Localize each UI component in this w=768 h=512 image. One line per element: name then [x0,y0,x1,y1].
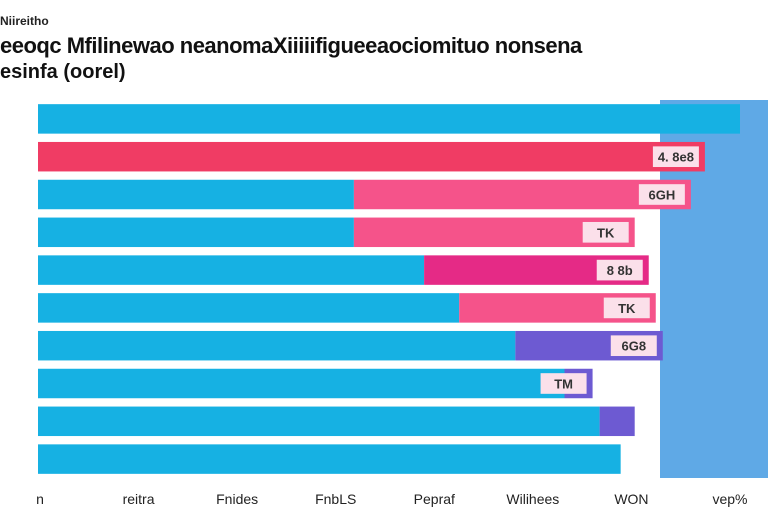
data-label: 6G8 [621,339,646,354]
data-label-bg [638,184,685,205]
bar-row6-series1 [38,293,460,323]
bar-row5-series1 [38,255,425,285]
data-label: TK [597,225,615,240]
bar-row2-series2 [38,141,705,172]
bar-row8-series1 [38,368,565,399]
data-label-bg [582,221,629,243]
bar-row1-series1 [38,104,740,134]
x-ticks-group: n reitra Fnides FnbLS Pepraf Wilihees WON vep% [36,491,747,507]
bars-group [38,104,740,474]
chart-kicker: Niireitho [0,14,49,28]
bar-row7-series1 [38,330,516,361]
data-label-bg [540,373,587,394]
data-label: TM [554,377,573,392]
data-label-bg [603,297,650,319]
x-tick-label: WON [614,491,648,507]
x-tick-label: n [36,491,44,507]
chart-title: eeoqc Mfilinewao neanomaXiiiiifigueeaoci… [0,33,582,58]
data-label-bg [610,335,657,357]
data-label: 4. 8e8 [658,150,694,165]
data-labels-group: 4. 8e8 6GH TK 8 8b TK 6G8 TM [540,146,699,394]
bar-row9-series6 [599,406,635,437]
data-label: TK [618,301,636,316]
x-tick-label: Wilihees [506,491,559,507]
x-tick-label: reitra [123,491,155,507]
bar-row10-series1 [38,444,621,474]
x-tick-label: vep% [712,491,747,507]
bar-row4-series1 [38,217,354,248]
bar-row9-series1 [38,406,600,437]
bar-row3-series1 [38,179,354,210]
x-tick-label: FnbLS [315,491,356,507]
data-label: 6GH [648,188,675,203]
x-tick-label: Fnides [216,491,258,507]
data-label-bg [596,259,643,281]
data-label-bg [652,146,699,168]
bar-row3-series3 [353,179,691,210]
x-tick-label: Pepraf [414,491,455,507]
chart-subtitle: esinfa (oorel) [0,61,126,83]
data-label: 8 8b [607,263,633,278]
